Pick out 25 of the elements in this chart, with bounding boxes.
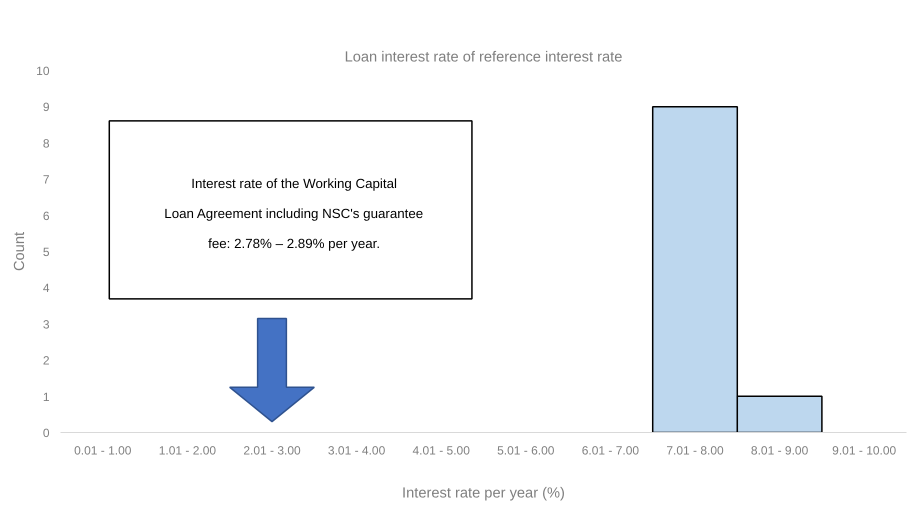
x-axis-title: Interest rate per year (%) xyxy=(402,486,565,502)
y-tick-label: 6 xyxy=(42,208,50,223)
x-tick-label: 1.01 - 2.00 xyxy=(158,444,216,458)
x-tick-label: 6.01 - 7.00 xyxy=(582,444,640,458)
x-tick-label: 5.01 - 6.00 xyxy=(497,444,555,458)
x-tick-label: 8.01 - 9.00 xyxy=(750,444,809,458)
y-tick-label: 3 xyxy=(42,317,50,332)
y-axis-title: Count xyxy=(12,232,28,272)
y-tick-label: 2 xyxy=(42,354,50,368)
y-tick-label: 0 xyxy=(42,426,50,440)
x-tick-label: 2.01 - 3.00 xyxy=(243,444,302,458)
y-tick-label: 7 xyxy=(42,172,50,187)
y-tick-label: 4 xyxy=(42,281,50,296)
x-tick-label: 0.01 - 1.00 xyxy=(74,444,132,458)
y-tick-label: 10 xyxy=(36,64,50,78)
y-tick-label: 5 xyxy=(42,245,50,259)
y-tick-label: 8 xyxy=(42,136,50,150)
y-tick-label: 1 xyxy=(42,390,50,404)
x-tick-label: 7.01 - 8.00 xyxy=(666,444,724,458)
x-tick-label: 4.01 - 5.00 xyxy=(412,444,470,458)
y-tick-label: 9 xyxy=(42,100,50,114)
x-tick-label: 9.01 - 10.00 xyxy=(832,444,897,458)
x-tick-label: 3.01 - 4.00 xyxy=(328,444,386,458)
annotation: Interest rate of the Working Capital Loan Agreement including NSC's guarantee fee: 2.78% – 2.89% per year. xyxy=(164,176,424,251)
chart-title: Loan interest rate of reference interest rate xyxy=(344,50,622,66)
